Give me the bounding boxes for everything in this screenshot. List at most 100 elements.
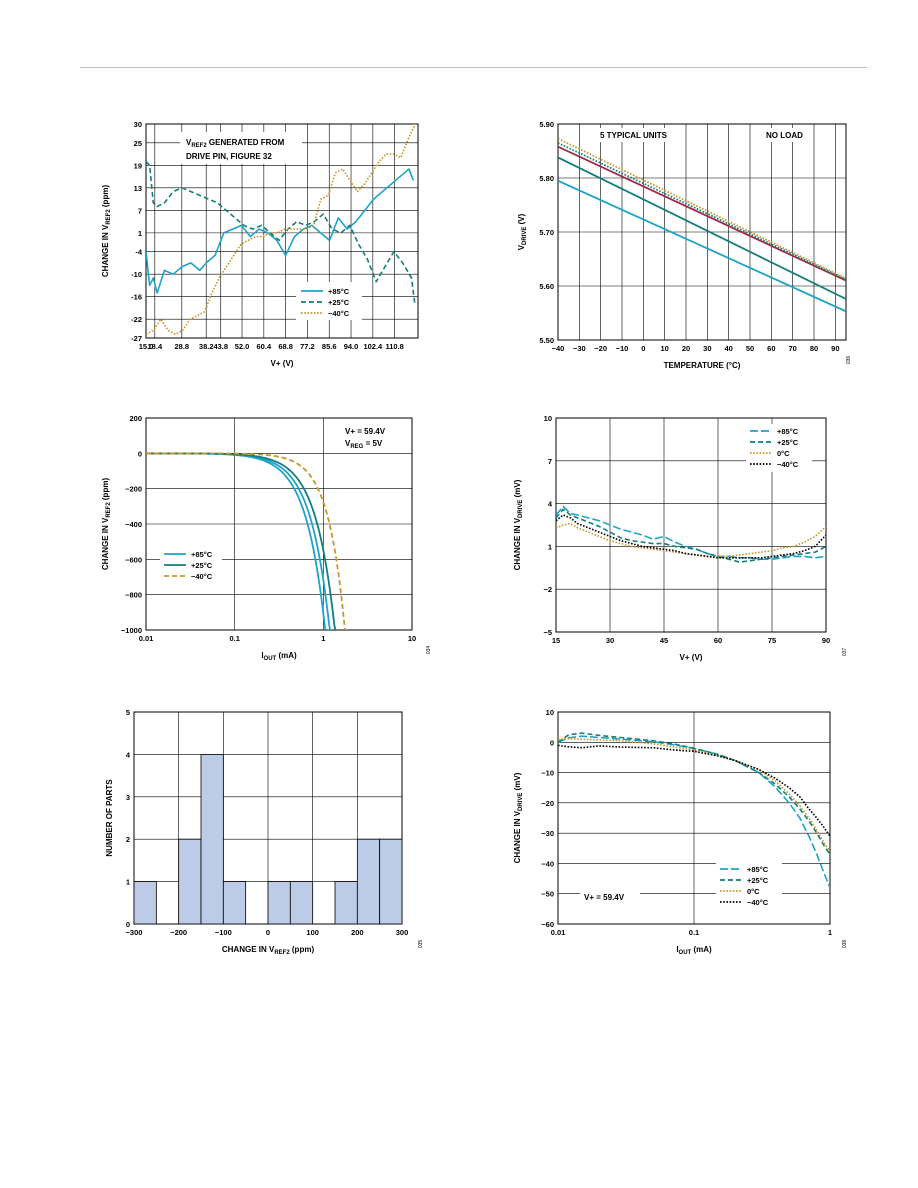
legend-label: −40°C	[191, 572, 213, 581]
histogram-bar	[356, 838, 381, 925]
x-tick-label: 85.6	[322, 342, 337, 351]
y-tick-label: 10	[544, 414, 552, 423]
y-tick-label: −200	[125, 485, 142, 494]
histogram-bar	[379, 838, 403, 925]
y-tick-label: 4	[126, 750, 131, 759]
histogram-bar	[334, 881, 358, 925]
x-axis-label: IOUT (mA)	[676, 945, 712, 956]
legend-label: 0°C	[747, 887, 760, 896]
x-tick-label: −20	[594, 344, 607, 353]
legend-label: +25°C	[191, 561, 213, 570]
y-tick-label: −50	[541, 890, 554, 899]
x-tick-label: 10	[660, 344, 668, 353]
x-tick-label: 110.8	[385, 342, 403, 351]
annotation-line-1: V+ = 59.4V	[345, 427, 386, 436]
y-axis-label: CHANGE IN VDRIVE (mV)	[513, 479, 524, 570]
plot-frame	[557, 123, 847, 341]
unit-line-0	[558, 179, 846, 313]
y-tick-label: 0	[550, 738, 554, 747]
y-tick-label: −600	[125, 555, 142, 564]
x-tick-label: 100	[306, 928, 319, 937]
x-axis-label: TEMPERATURE (°C)	[664, 361, 741, 370]
y-tick-label: -27	[131, 334, 142, 343]
x-tick-label: 1	[828, 928, 832, 937]
x-tick-label: 52.0	[235, 342, 250, 351]
annotation-left: 5 TYPICAL UNITS	[600, 131, 668, 140]
y-tick-label: 5.50	[539, 336, 554, 345]
series-line-3	[558, 744, 830, 837]
x-axis-label: V+ (V)	[271, 359, 294, 368]
series-line-3	[556, 514, 826, 559]
x-tick-label: 300	[396, 928, 409, 937]
legend-label: +85°C	[191, 550, 213, 559]
y-tick-label: −2	[543, 585, 552, 594]
figure-code: 037	[842, 648, 848, 657]
x-axis-label: IOUT (mA)	[261, 651, 297, 662]
y-tick-label: -10	[131, 270, 142, 279]
y-axis-label: CHANGE IN VREF2 (ppm)	[101, 185, 112, 278]
legend-label: +85°C	[747, 865, 769, 874]
x-tick-label: 45	[660, 636, 668, 645]
chart-vdrive-vs-supply: 15 30 45 60 75 90 10 7 4 1 −2 −5 V+ (V) CHANGE IN VDR…	[513, 414, 848, 662]
plot-frame	[145, 123, 419, 339]
y-tick-label: -4	[135, 248, 142, 257]
legend-label: 0°C	[777, 449, 790, 458]
x-tick-label: 0.01	[139, 634, 154, 643]
y-axis-label: CHANGE IN VDRIVE (mV)	[513, 772, 524, 863]
y-tick-label: 3	[126, 793, 130, 802]
x-tick-label: 102.4	[363, 342, 383, 351]
y-tick-label: 30	[134, 120, 142, 129]
plot-frame	[557, 711, 831, 925]
series-line-3	[146, 452, 347, 630]
legend-label: −40°C	[777, 460, 799, 469]
x-tick-label: −40	[552, 344, 565, 353]
x-tick-label: 30	[703, 344, 711, 353]
y-tick-label: -22	[131, 315, 142, 324]
x-tick-label: −30	[573, 344, 586, 353]
y-tick-label: −400	[125, 520, 142, 529]
histogram-bar	[200, 754, 224, 925]
series-line-0	[556, 505, 826, 561]
y-tick-label: −60	[541, 920, 554, 929]
annotation-bg	[340, 424, 406, 452]
x-tick-label: 43.8	[213, 342, 228, 351]
chart-vref2-vs-supply: 15.018.4 28.8 38.2 43.8 52.0 60.4 68.8 77.2 85.6…	[101, 120, 419, 368]
y-tick-label: 13	[134, 184, 142, 193]
y-tick-label: 1	[126, 878, 130, 887]
annotation-line-1: VREF2 GENERATED FROM	[186, 138, 285, 149]
plot-frame	[145, 417, 413, 631]
x-tick-label: 0.01	[551, 928, 566, 937]
x-tick-label: 38.2	[199, 342, 214, 351]
chart-vref2-histogram: −300 −200 −100 0 100 200 300 0 1 2 3 4 5 CHANGE IN VR…	[105, 708, 424, 956]
unit-line-2	[558, 145, 846, 282]
x-tick-label: 0.1	[689, 928, 699, 937]
y-tick-label: 0	[126, 920, 130, 929]
y-tick-label: 25	[134, 139, 142, 148]
y-tick-label: 200	[129, 414, 142, 423]
legend-label: +85°C	[328, 287, 350, 296]
histogram-bar	[133, 881, 157, 925]
y-tick-label: 2	[126, 835, 130, 844]
grid	[557, 123, 846, 341]
x-axis-label: CHANGE IN VREF2 (ppm)	[222, 945, 315, 956]
legend-label: +25°C	[777, 438, 799, 447]
y-tick-label: 19	[134, 161, 142, 170]
annotation-line-2: VREG = 5V	[345, 439, 383, 450]
legend-bg	[296, 282, 362, 320]
series-line-1	[556, 508, 826, 563]
legend-label: +85°C	[777, 427, 799, 436]
figure-code: 038	[842, 940, 848, 949]
y-tick-label: −1000	[121, 626, 142, 635]
y-tick-label: 5.90	[539, 120, 554, 129]
y-tick-label: 5.60	[539, 282, 554, 291]
x-axis-label: V+ (V)	[680, 653, 703, 662]
y-axis-label: NUMBER OF PARTS	[105, 779, 114, 857]
x-tick-label: 0	[266, 928, 270, 937]
y-tick-label: −30	[541, 829, 554, 838]
y-tick-label: 5.80	[539, 174, 554, 183]
y-tick-label: 5.70	[539, 228, 554, 237]
x-tick-label: 1	[321, 634, 325, 643]
x-tick-label: 80	[810, 344, 818, 353]
annotation-right: NO LOAD	[766, 131, 803, 140]
legend-label: −40°C	[747, 898, 769, 907]
